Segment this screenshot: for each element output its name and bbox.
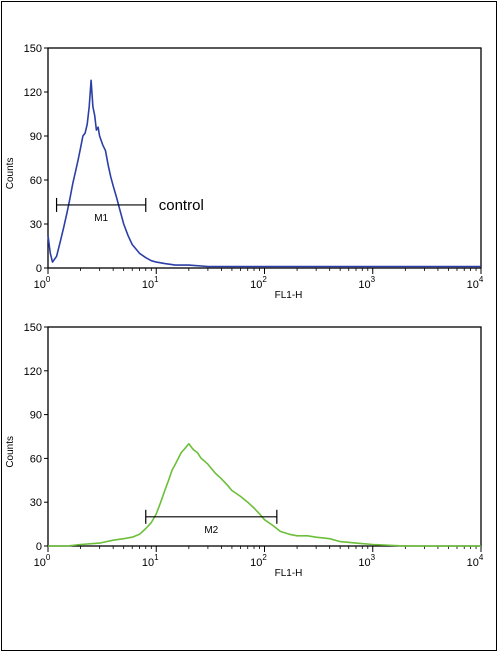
y-tick-label: 150 bbox=[24, 322, 42, 334]
x-tick-exponent: 0 bbox=[46, 275, 51, 284]
x-tick-exponent: 2 bbox=[262, 275, 267, 284]
x-tick-exponent: 3 bbox=[371, 553, 376, 562]
x-tick-exponent: 1 bbox=[154, 275, 159, 284]
x-tick-exponent: 2 bbox=[262, 553, 267, 562]
y-tick-label: 120 bbox=[24, 366, 42, 378]
x-tick-base: 10 bbox=[142, 279, 154, 291]
control-annotation: control bbox=[159, 197, 204, 214]
x-tick-label: 100 bbox=[34, 553, 51, 569]
x-tick-exponent: 3 bbox=[371, 275, 376, 284]
x-tick-label: 104 bbox=[467, 553, 484, 569]
x-tick-label: 103 bbox=[358, 553, 375, 569]
y-tick-label: 60 bbox=[30, 175, 42, 187]
y-tick-label: 0 bbox=[36, 541, 42, 553]
x-tick-label: 102 bbox=[250, 275, 267, 291]
y-tick-label: 90 bbox=[30, 131, 42, 143]
x-tick-exponent: 4 bbox=[479, 275, 484, 284]
y-tick-label: 150 bbox=[24, 43, 42, 55]
y-tick-label: 30 bbox=[30, 219, 42, 231]
y-axis-title: Counts bbox=[5, 436, 16, 468]
x-tick-base: 10 bbox=[358, 279, 370, 291]
histogram-series-line bbox=[48, 442, 481, 547]
x-tick-exponent: 0 bbox=[46, 553, 51, 562]
y-tick-label: 30 bbox=[30, 497, 42, 509]
x-tick-base: 10 bbox=[34, 279, 46, 291]
x-tick-base: 10 bbox=[34, 557, 46, 569]
x-tick-label: 100 bbox=[34, 275, 51, 291]
y-tick-label: 120 bbox=[24, 87, 42, 99]
x-tick-base: 10 bbox=[467, 557, 479, 569]
plot-area bbox=[47, 47, 482, 269]
y-tick-label: 0 bbox=[36, 263, 42, 275]
gate-label: M2 bbox=[204, 525, 218, 536]
x-tick-base: 10 bbox=[467, 279, 479, 291]
x-tick-label: 101 bbox=[142, 553, 159, 569]
x-tick-label: 104 bbox=[467, 275, 484, 291]
x-axis-title: FL1-H bbox=[275, 568, 303, 579]
x-tick-base: 10 bbox=[358, 557, 370, 569]
x-axis-title: FL1-H bbox=[275, 290, 303, 301]
y-tick-label: 60 bbox=[30, 453, 42, 465]
x-tick-base: 10 bbox=[142, 557, 154, 569]
x-tick-exponent: 1 bbox=[154, 553, 159, 562]
x-tick-label: 102 bbox=[250, 553, 267, 569]
gate-label: M1 bbox=[94, 213, 108, 224]
x-tick-label: 101 bbox=[142, 275, 159, 291]
plot-area bbox=[47, 326, 482, 547]
x-tick-exponent: 4 bbox=[479, 553, 484, 562]
x-tick-base: 10 bbox=[250, 557, 262, 569]
x-tick-label: 103 bbox=[358, 275, 375, 291]
y-axis-title: Counts bbox=[5, 158, 16, 190]
y-tick-label: 90 bbox=[30, 410, 42, 422]
histogram-series-line bbox=[47, 79, 481, 268]
x-tick-base: 10 bbox=[250, 279, 262, 291]
